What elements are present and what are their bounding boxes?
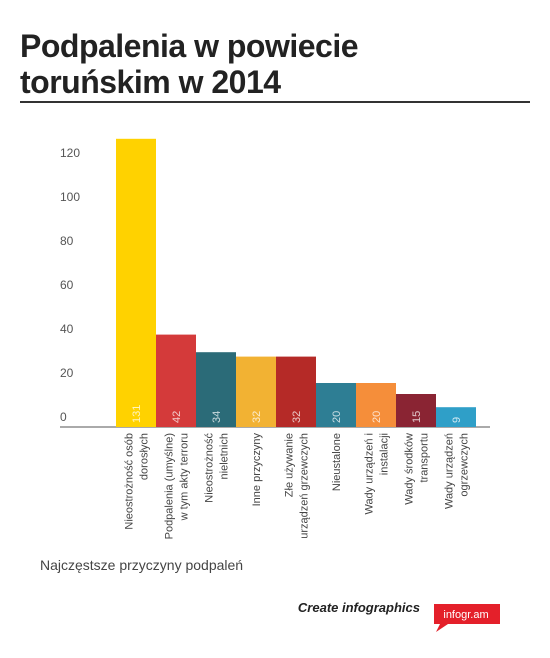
x-tick-label: Nieustalone bbox=[331, 433, 343, 491]
x-tick-label: Nieostrożność bbox=[204, 433, 216, 503]
x-tick-label: urządzeń grzewczych bbox=[299, 433, 311, 539]
bar bbox=[196, 352, 236, 427]
y-tick-label: 60 bbox=[60, 278, 74, 292]
value-label: 20 bbox=[371, 411, 383, 423]
y-tick-label: 40 bbox=[60, 322, 74, 336]
value-label: 32 bbox=[251, 411, 263, 423]
value-label: 20 bbox=[331, 411, 343, 423]
value-label: 131 bbox=[131, 405, 143, 423]
y-tick-label: 80 bbox=[60, 234, 74, 248]
x-tick-label: ogrzewczych bbox=[459, 433, 471, 497]
x-tick-label: Nieostrożność osób bbox=[124, 433, 136, 530]
bar bbox=[276, 356, 316, 427]
x-tick-label: Podpalenia (umyślne) bbox=[164, 433, 176, 539]
value-label: 34 bbox=[211, 411, 223, 423]
x-tick-label: instalacji bbox=[379, 433, 391, 475]
bar bbox=[356, 383, 396, 427]
bar bbox=[116, 138, 156, 428]
bar bbox=[316, 383, 356, 427]
value-label: 9 bbox=[451, 417, 463, 423]
x-tick-label: transportu bbox=[419, 433, 431, 483]
x-tick-label: nieletnich bbox=[219, 433, 231, 479]
brand: infogr.am bbox=[443, 609, 488, 621]
brand-badge bbox=[434, 604, 500, 632]
x-tick-label: dorosłych bbox=[139, 433, 151, 480]
value-label: 42 bbox=[171, 411, 183, 423]
y-tick-label: 100 bbox=[60, 190, 80, 204]
x-tick-label: Inne przyczyny bbox=[251, 433, 263, 507]
x-tick-label: Wady urządzeń bbox=[444, 433, 456, 509]
y-tick-label: 20 bbox=[60, 366, 74, 380]
bar bbox=[236, 356, 276, 427]
bar bbox=[156, 334, 196, 427]
x-tick-label: Wady urządzeń i bbox=[364, 433, 376, 515]
x-tick-label: w tym akty terroru bbox=[179, 433, 191, 521]
bar bbox=[436, 407, 476, 427]
y-tick-label: 0 bbox=[60, 410, 67, 424]
y-tick-label: 120 bbox=[60, 146, 80, 160]
x-tick-label: Złe używanie bbox=[284, 433, 296, 497]
x-tick-label: Wady środków bbox=[404, 433, 416, 505]
footer-text: Create infographics bbox=[298, 600, 420, 615]
value-label: 32 bbox=[291, 411, 303, 423]
value-label: 15 bbox=[411, 411, 423, 423]
chart-title: Podpalenia w powiecie toruńskim w 2014 bbox=[20, 28, 359, 100]
bar bbox=[396, 394, 436, 427]
caption: Najczęstsze przyczyny podpaleń bbox=[40, 557, 243, 573]
